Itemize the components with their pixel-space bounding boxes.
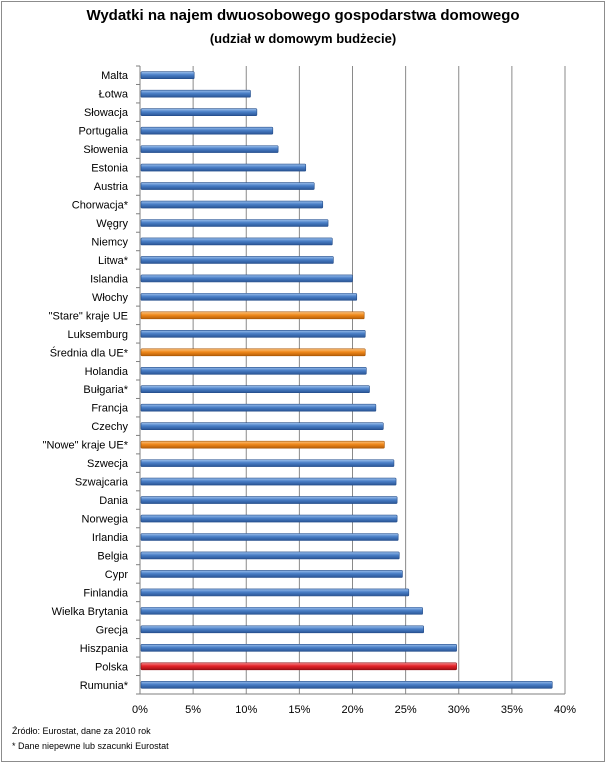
bar: [140, 607, 423, 615]
bar: [140, 440, 385, 449]
bar: [140, 403, 377, 412]
category-label: Hiszpania: [80, 643, 129, 655]
category-label: Szwajcaria: [75, 477, 129, 489]
category-label: Norwegia: [82, 514, 129, 526]
bar: [140, 71, 195, 80]
bar: [140, 182, 315, 190]
category-label: Chorwacja*: [72, 200, 129, 212]
bar: [140, 662, 457, 671]
estimate-footnote: * Dane niepewne lub szacunki Eurostat: [12, 741, 169, 751]
bar: [140, 680, 553, 689]
category-label: Portugalia: [78, 126, 128, 138]
x-tick-label: 5%: [185, 704, 201, 716]
category-label: Włochy: [92, 292, 129, 304]
x-tick-label: 10%: [235, 704, 257, 716]
source-footnote: Źródło: Eurostat, dane za 2010 rok: [12, 726, 151, 736]
category-label: "Nowe" kraje UE*: [43, 440, 129, 452]
category-label: Średnia dla UE*: [50, 346, 129, 359]
bar: [140, 274, 353, 283]
bar: [140, 514, 398, 523]
category-label: Łotwa: [99, 89, 129, 101]
bar: [140, 422, 384, 430]
category-label: Estonia: [91, 163, 129, 175]
category-label: Polska: [95, 661, 129, 673]
bar: [140, 163, 307, 172]
category-label: Szwecja: [87, 458, 129, 470]
category-label: Niemcy: [91, 236, 128, 248]
bar: [140, 625, 424, 634]
bar: [140, 145, 279, 153]
category-label: Węgry: [96, 218, 128, 230]
bar: [140, 237, 333, 246]
bar: [140, 311, 365, 320]
category-label: Finlandia: [83, 587, 129, 599]
category-label: Grecja: [96, 624, 129, 636]
category-label: Słowacja: [84, 107, 129, 119]
bar: [140, 330, 366, 338]
category-label: Litwa*: [98, 255, 129, 267]
x-tick-label: 0%: [132, 704, 148, 716]
bar: [140, 496, 398, 504]
category-label: Irlandia: [92, 532, 129, 544]
category-label: Malta: [101, 70, 129, 82]
bar: [140, 459, 395, 467]
bar: [140, 477, 397, 486]
chart-subtitle: (udział w domowym budżecie): [209, 31, 397, 46]
category-label: Holandia: [85, 366, 129, 378]
category-label: "Stare" kraje UE: [49, 310, 128, 322]
bar: [140, 200, 324, 209]
x-tick-label: 30%: [448, 704, 470, 716]
bar: [140, 293, 358, 301]
category-label: Islandia: [90, 273, 129, 285]
x-tick-label: 40%: [554, 704, 576, 716]
category-label: Rumunia*: [80, 680, 129, 692]
category-label: Luksemburg: [67, 329, 128, 341]
bar: [140, 256, 334, 264]
x-tick-label: 20%: [341, 704, 363, 716]
category-label: Czechy: [91, 421, 128, 433]
category-label: Bułgaria*: [83, 384, 128, 396]
category-label: Francja: [91, 403, 129, 415]
bar: [140, 644, 457, 652]
bar: [140, 219, 329, 227]
category-label: Belgia: [97, 550, 128, 562]
bar: [140, 348, 366, 357]
category-label: Dania: [99, 495, 129, 507]
bar: [140, 385, 370, 394]
x-tick-label: 15%: [288, 704, 310, 716]
chart-title: Wydatki na najem dwuosobowego gospodarst…: [86, 7, 520, 24]
bar: [140, 366, 367, 375]
category-label: Austria: [94, 181, 129, 193]
bar: [140, 551, 400, 560]
category-label: Wielka Brytania: [52, 606, 129, 618]
bar: [140, 89, 251, 98]
bar: [140, 570, 403, 578]
bar: [140, 108, 258, 116]
bar: [140, 126, 274, 135]
bar: [140, 533, 399, 541]
x-tick-label: 35%: [501, 704, 523, 716]
category-label: Słowenia: [83, 144, 129, 156]
x-tick-label: 25%: [395, 704, 417, 716]
bar: [140, 588, 410, 597]
category-label: Cypr: [105, 569, 129, 581]
